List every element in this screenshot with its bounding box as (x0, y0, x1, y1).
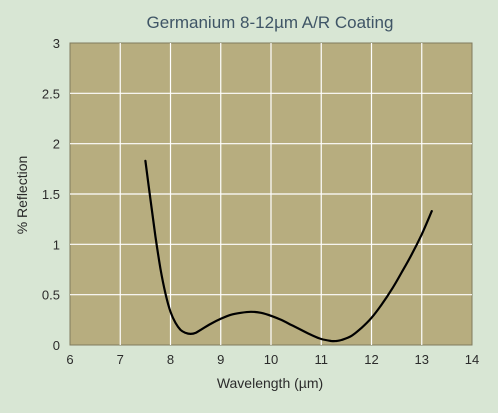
y-tick-label: 2.5 (42, 86, 60, 101)
y-axis-label: % Reflection (14, 156, 30, 235)
x-tick-label: 8 (167, 352, 174, 367)
x-tick-label: 11 (315, 352, 329, 367)
x-tick-labels: 6 7 8 9 10 11 12 13 14 (66, 352, 479, 367)
grid-horizontal (70, 92, 472, 296)
y-tick-label: 0.5 (42, 288, 60, 303)
x-tick-label: 7 (117, 352, 124, 367)
y-tick-label: 0 (53, 338, 60, 353)
chart-title: Germanium 8-12µm A/R Coating (147, 13, 394, 32)
reflection-curve (144, 159, 433, 343)
y-tick-label: 1.5 (42, 187, 60, 202)
x-tick-label: 9 (217, 352, 224, 367)
y-tick-label: 1 (53, 237, 60, 252)
y-tick-labels: 0 0.5 1 1.5 2 2.5 3 (42, 36, 60, 353)
x-tick-label: 10 (264, 352, 278, 367)
x-tick-label: 14 (465, 352, 479, 367)
x-tick-label: 6 (66, 352, 73, 367)
x-axis-label: Wavelength (µm) (217, 375, 323, 391)
x-tick-label: 12 (364, 352, 378, 367)
x-tick-label: 13 (415, 352, 429, 367)
y-tick-label: 3 (53, 36, 60, 51)
y-tick-label: 2 (53, 137, 60, 152)
